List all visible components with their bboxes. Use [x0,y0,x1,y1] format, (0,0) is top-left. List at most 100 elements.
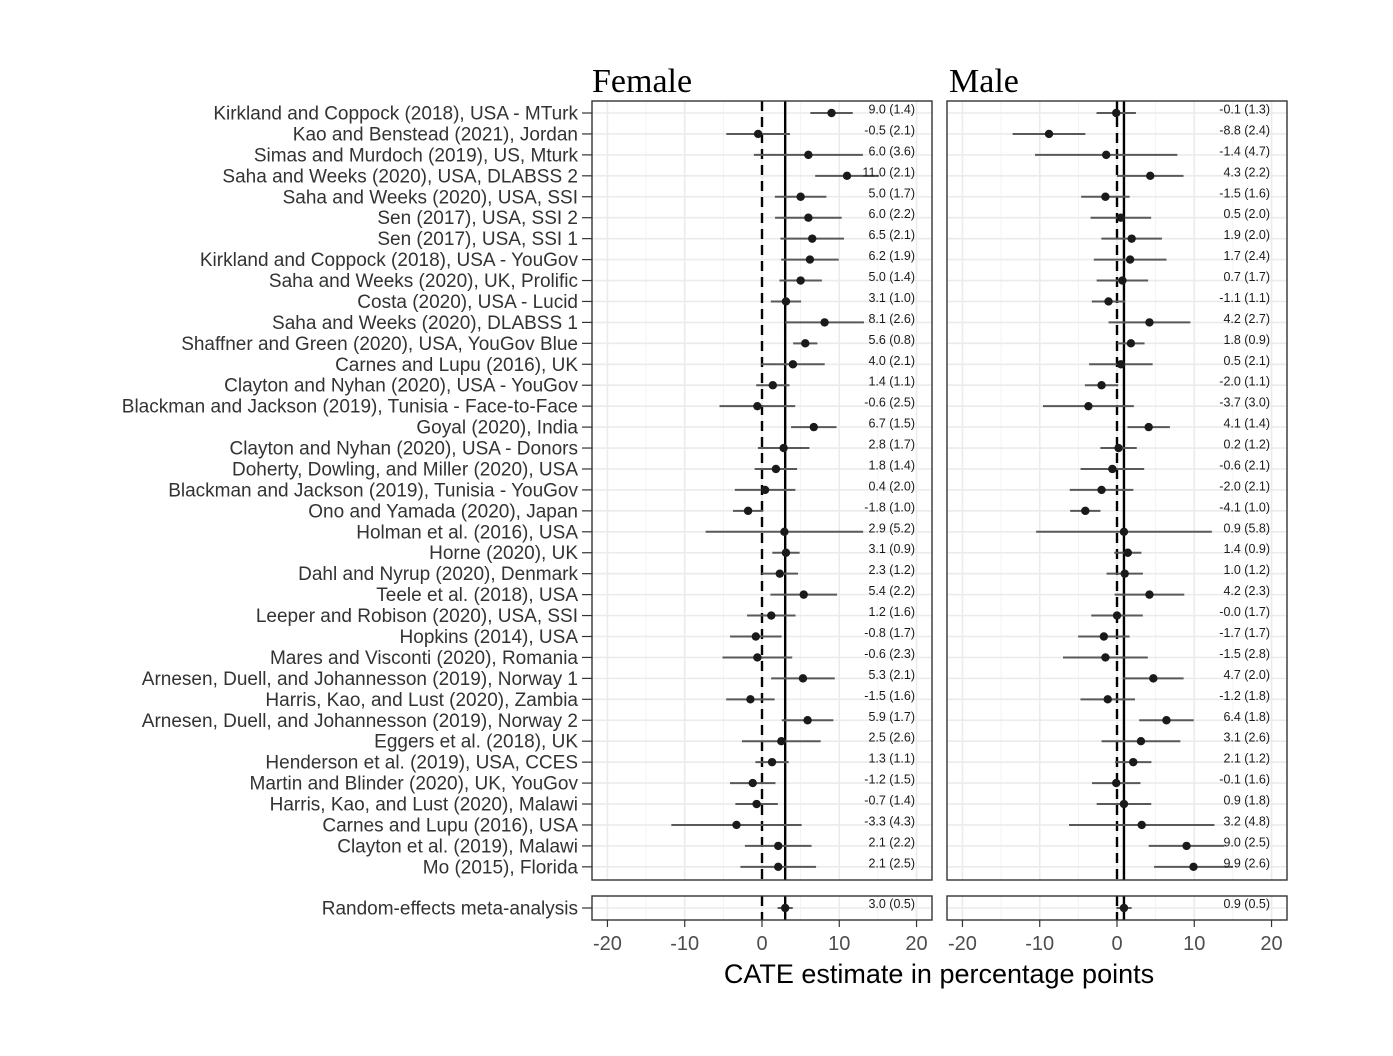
estimate-label: 6.0 (2.2) [868,207,915,221]
study-label-carnes-and-lupu-2016-usa: Carnes and Lupu (2016), USA [322,815,578,836]
estimate-label: 8.1 (2.6) [868,312,915,326]
estimate-label: 2.3 (1.2) [868,563,915,577]
estimate-label: 2.1 (2.5) [868,856,915,870]
estimate-label: 9.0 (1.4) [868,103,915,117]
point-estimate [753,401,762,411]
study-label-kirkland-and-coppock-2018-usa-mturk: Kirkland and Coppock (2018), USA - MTurk [213,104,578,125]
estimate-label: 3.2 (4.8) [1223,814,1270,828]
estimate-label: 0.9 (5.8) [1223,521,1270,535]
study-label-teele-et-al-2018-usa: Teele et al. (2018), USA [376,585,578,606]
point-estimate [1149,674,1158,683]
study-label-mares-and-visconti-2020-romania: Mares and Visconti (2020), Romania [270,648,578,669]
point-estimate [808,234,817,243]
panel-border [946,100,1288,881]
estimate-label: 0.5 (2.0) [1223,207,1270,221]
estimate-label: 11.0 (2.1) [862,165,915,179]
point-estimate [799,590,808,599]
estimate-label: 2.1 (1.2) [1223,752,1270,766]
point-estimate [1144,422,1153,432]
estimate-label: 9.0 (2.5) [1223,835,1270,849]
point-estimate [768,381,778,390]
study-label-harris-kao-and-lust-2020-malawi: Harris, Kao, and Lust (2020), Malawi [270,795,578,816]
point-estimate [1136,737,1146,746]
estimate-label: 0.4 (2.0) [868,479,915,493]
study-label-kirkland-and-coppock-2018-usa-yougov: Kirkland and Coppock (2018), USA - YouGo… [200,250,579,271]
point-estimate [743,506,753,516]
point-estimate [1145,318,1154,327]
point-estimate [774,862,783,872]
point-estimate [1119,799,1129,809]
estimate-label: -0.1 (1.6) [1219,773,1270,787]
point-estimate [1081,506,1090,516]
estimate-label: 1.4 (1.1) [868,375,915,389]
study-label-sen-2017-usa-ssi-2: Sen (2017), USA, SSI 2 [377,208,578,229]
estimate-label: 0.2 (1.2) [1223,438,1270,452]
study-label-saha-and-weeks-2020-usa-dlabss-2: Saha and Weeks (2020), USA, DLABSS 2 [222,166,578,187]
point-estimate [796,192,805,201]
estimate-label: -1.1 (1.1) [1219,291,1270,305]
x-tick-label: 10 [1183,933,1205,955]
point-estimate [1116,360,1126,369]
study-label-shaffner-and-green-2020-usa-yougov-blue: Shaffner and Green (2020), USA, YouGov B… [181,334,578,355]
estimate-label: 4.2 (2.3) [1223,584,1270,598]
point-estimate [842,171,852,181]
estimate-label: 1.7 (2.4) [1223,249,1270,263]
plot-layer: 9.0 (1.4) -0.5 (2.1) 6.0 (3.6) 11.0 (2.1) 5.… [591,100,1288,921]
x-axis-title: CATE estimate in percentage points [724,959,1154,989]
study-label-clayton-and-nyhan-2020-usa-yougov: Clayton and Nyhan (2020), USA - YouGov [224,376,578,397]
estimate-label: 3.1 (0.9) [868,542,915,556]
point-estimate [1103,695,1112,704]
point-estimate [1120,569,1129,578]
study-label-dahl-and-nyrup-2020-denmark: Dahl and Nyrup (2020), Denmark [298,564,578,585]
study-label-saha-and-weeks-2020-dlabss-1: Saha and Weeks (2020), DLABSS 1 [272,313,578,334]
point-estimate [780,527,789,536]
study-label-carnes-and-lupu-2016-uk: Carnes and Lupu (2016), UK [335,355,578,376]
estimate-label: -0.0 (1.7) [1219,605,1270,619]
study-label-blackman-and-jackson-2019-tunisia-face-to-face: Blackman and Jackson (2019), Tunisia - F… [122,397,578,418]
estimate-label: 1.9 (2.0) [1223,228,1270,242]
point-estimate [805,255,815,264]
estimate-label: 0.5 (2.1) [1223,354,1270,368]
study-label-arnesen-duell-and-johannesson-2019-norway-2: Arnesen, Duell, and Johannesson (2019), … [142,711,578,732]
x-tick-label: 20 [1260,933,1282,955]
x-tick-label: -20 [948,933,977,955]
point-estimate [1125,255,1135,264]
estimate-label: -1.5 (1.6) [1219,186,1270,200]
estimate-label: 3.0 (0.5) [868,897,915,911]
estimate-label: 1.2 (1.6) [868,605,915,619]
estimate-label: 5.0 (1.7) [868,186,915,200]
study-label-horne-2020-uk: Horne (2020), UK [429,543,578,564]
x-tick-label: 20 [905,933,927,955]
estimate-label: 6.0 (3.6) [868,144,915,158]
point-estimate [781,297,791,306]
point-estimate [1119,903,1129,913]
estimate-label: 6.2 (1.9) [868,249,915,263]
estimate-label: 6.7 (1.5) [868,417,915,431]
estimate-label: -0.5 (2.1) [864,123,915,137]
estimate-label: 9.9 (2.6) [1223,856,1270,870]
x-tick-label: -10 [670,933,699,955]
study-label-arnesen-duell-and-johannesson-2019-norway-1: Arnesen, Duell, and Johannesson (2019), … [142,669,578,690]
estimate-label: -0.7 (1.4) [864,794,915,808]
panel-female: 9.0 (1.4) -0.5 (2.1) 6.0 (3.6) 11.0 (2.1) 5.… [591,100,933,921]
estimate-label: -0.8 (1.7) [864,626,915,640]
study-label-saha-and-weeks-2020-uk-prolific: Saha and Weeks (2020), UK, Prolific [269,271,578,292]
estimate-label: 2.1 (2.2) [868,835,915,849]
point-estimate [1097,381,1106,390]
estimate-label: 6.4 (1.8) [1223,710,1270,724]
study-label-eggers-et-al-2018-uk: Eggers et al. (2018), UK [374,732,578,753]
estimate-label: -4.1 (1.0) [1219,500,1270,514]
estimate-label: 5.6 (0.8) [868,333,915,347]
point-estimate [1104,297,1113,306]
estimate-label: -0.6 (2.3) [864,647,915,661]
estimate-label: -2.0 (2.1) [1219,479,1270,493]
point-estimate [753,129,763,139]
estimate-label: 5.0 (1.4) [868,270,915,284]
x-tick-label: 10 [828,933,850,955]
point-estimate [746,695,755,704]
point-estimate [767,611,776,620]
estimate-label: 1.8 (0.9) [1223,333,1270,347]
estimate-label: -1.7 (1.7) [1219,626,1270,640]
estimate-label: -1.8 (1.0) [864,500,915,514]
